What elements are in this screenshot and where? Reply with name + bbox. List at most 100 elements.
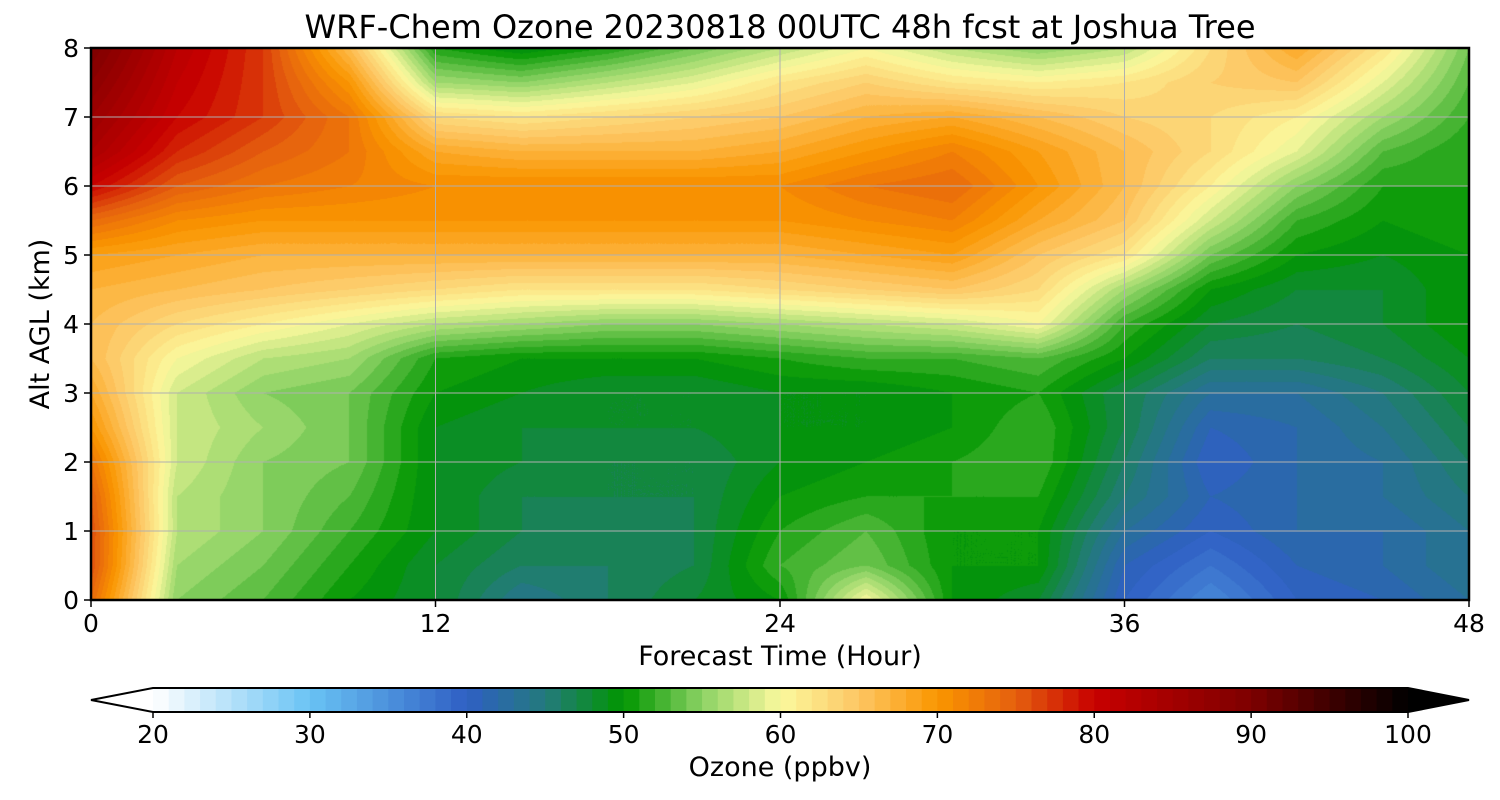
colorbar-swatch (953, 688, 970, 712)
colorbar-swatch (1282, 688, 1299, 712)
colorbar-swatch (717, 688, 735, 712)
colorbar-swatch (607, 688, 625, 712)
colorbar-extend-low (91, 688, 153, 712)
colorbar-swatch (858, 688, 876, 712)
chart-title: WRF-Chem Ozone 20230818 00UTC 48h fcst a… (304, 8, 1255, 46)
y-tick-label: 6 (63, 172, 79, 201)
colorbar-tick-label: 90 (1235, 720, 1267, 749)
colorbar-swatch (968, 688, 986, 712)
colorbar-swatch (309, 688, 327, 712)
colorbar-swatch (796, 688, 813, 712)
colorbar-swatch (513, 688, 531, 712)
y-tick-label: 2 (63, 448, 79, 477)
colorbar-swatch (1392, 688, 1409, 712)
colorbar-swatch (843, 688, 860, 712)
y-tick-label: 7 (63, 103, 79, 132)
colorbar-swatch (1298, 688, 1315, 712)
y-tick-label: 3 (63, 379, 79, 408)
colorbar: 20 30 40 50 60 70 80 90 100 Ozone (ppbv) (90, 687, 1470, 783)
colorbar-swatches (153, 688, 1409, 712)
colorbar-swatch (1000, 688, 1017, 712)
colorbar-swatch (1109, 688, 1127, 712)
colorbar-swatch (1360, 688, 1378, 712)
colorbar-swatch (325, 688, 342, 712)
x-axis-ticks: 0 12 24 36 48 (83, 600, 1485, 638)
colorbar-swatch (153, 688, 170, 712)
colorbar-swatch (1235, 688, 1252, 712)
y-tick-label: 4 (63, 310, 79, 339)
colorbar-swatch (278, 688, 295, 712)
colorbar-swatch (1141, 688, 1158, 712)
colorbar-ticks: 20 30 40 50 60 70 80 90 100 (137, 712, 1432, 749)
colorbar-swatch (466, 688, 484, 712)
colorbar-tick-label: 70 (921, 720, 953, 749)
colorbar-swatch (200, 688, 217, 712)
y-tick-label: 1 (63, 517, 79, 546)
colorbar-swatch (1266, 688, 1284, 712)
colorbar-swatch (984, 688, 1001, 712)
colorbar-swatch (1219, 688, 1237, 712)
colorbar-swatch (937, 688, 954, 712)
colorbar-tick-label: 30 (294, 720, 326, 749)
colorbar-swatch (874, 688, 891, 712)
colorbar-swatch (1031, 688, 1048, 712)
x-tick-label: 0 (83, 609, 99, 638)
colorbar-swatch (890, 688, 907, 712)
colorbar-swatch (576, 688, 593, 712)
colorbar-swatch (356, 688, 374, 712)
colorbar-swatch (1015, 688, 1033, 712)
colorbar-swatch (906, 688, 923, 712)
colorbar-swatch (1157, 688, 1174, 712)
colorbar-swatch (1125, 688, 1142, 712)
colorbar-swatch (749, 688, 766, 712)
colorbar-swatch (1094, 688, 1111, 712)
colorbar-swatch (498, 688, 515, 712)
x-tick-label: 48 (1453, 609, 1485, 638)
colorbar-swatch (686, 688, 703, 712)
colorbar-swatch (294, 688, 311, 712)
colorbar-swatch (1313, 688, 1331, 712)
colorbar-swatch (670, 688, 687, 712)
x-axis-label: Forecast Time (Hour) (638, 641, 922, 672)
colorbar-swatch (560, 688, 578, 712)
y-axis-ticks: 0 1 2 3 4 5 6 7 8 (63, 34, 91, 615)
y-tick-label: 0 (63, 586, 79, 615)
colorbar-swatch (545, 688, 562, 712)
colorbar-swatch (184, 688, 201, 712)
colorbar-swatch (372, 688, 389, 712)
colorbar-swatch (592, 688, 609, 712)
colorbar-swatch (1329, 688, 1346, 712)
colorbar-swatch (733, 688, 750, 712)
colorbar-extend-high (1408, 688, 1469, 712)
colorbar-swatch (827, 688, 844, 712)
colorbar-swatch (655, 688, 672, 712)
colorbar-tick-label: 40 (451, 720, 483, 749)
colorbar-label: Ozone (ppbv) (689, 752, 872, 783)
colorbar-swatch (921, 688, 938, 712)
x-tick-label: 24 (764, 609, 796, 638)
colorbar-swatch (388, 688, 405, 712)
colorbar-swatch (419, 688, 436, 712)
colorbar-tick-label: 80 (1078, 720, 1110, 749)
colorbar-swatch (1376, 688, 1393, 712)
y-tick-label: 8 (63, 34, 79, 63)
colorbar-swatch (811, 688, 829, 712)
colorbar-swatch (247, 688, 264, 712)
colorbar-tick-label: 60 (765, 720, 797, 749)
colorbar-swatch (1204, 688, 1221, 712)
colorbar-swatch (215, 688, 233, 712)
x-tick-label: 36 (1109, 609, 1141, 638)
grid-lines (91, 48, 1469, 600)
colorbar-swatch (435, 688, 452, 712)
colorbar-swatch (764, 688, 782, 712)
colorbar-swatch (231, 688, 248, 712)
colorbar-swatch (262, 688, 280, 712)
y-tick-label: 5 (63, 241, 79, 270)
colorbar-swatch (168, 688, 185, 712)
colorbar-swatch (404, 688, 421, 712)
colorbar-swatch (1047, 688, 1064, 712)
colorbar-swatch (702, 688, 719, 712)
colorbar-swatch (451, 688, 468, 712)
